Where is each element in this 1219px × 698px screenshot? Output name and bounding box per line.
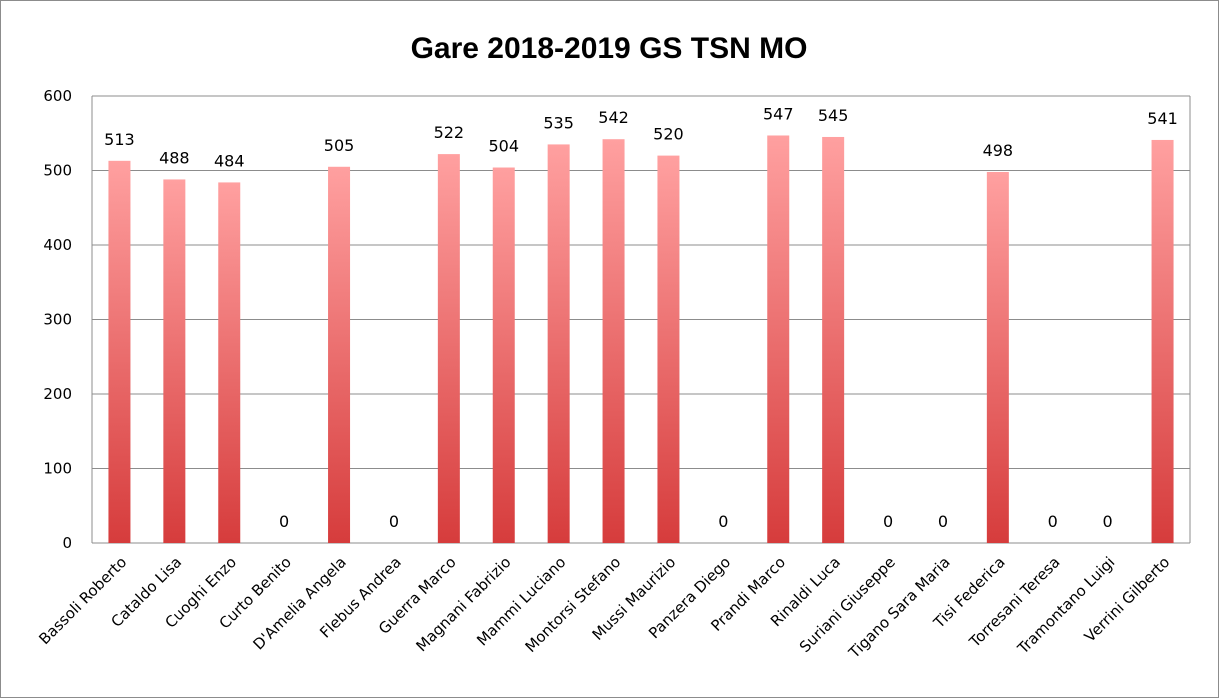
bar <box>547 144 570 544</box>
bar <box>108 160 131 543</box>
category-label: Suriani Giuseppe <box>796 553 899 656</box>
category-label: Bassoli Roberto <box>35 553 130 648</box>
bar <box>218 182 241 544</box>
data-label: 0 <box>883 512 893 531</box>
bar <box>657 155 680 543</box>
data-label: 520 <box>653 125 684 144</box>
y-axis-ticks: 0 100 200 300 400 500 600 <box>43 87 72 552</box>
data-label: 498 <box>983 141 1014 160</box>
data-label: 513 <box>104 130 135 149</box>
bar <box>767 135 790 544</box>
bar <box>822 136 845 543</box>
gridlines <box>91 95 1191 544</box>
data-label: 547 <box>763 104 794 123</box>
data-label: 488 <box>159 148 190 167</box>
y-tick-label: 0 <box>62 534 72 552</box>
data-label: 0 <box>279 512 289 531</box>
data-label: 505 <box>324 136 355 155</box>
y-tick-label: 600 <box>43 87 72 105</box>
bar <box>986 171 1009 544</box>
category-label: Tigano Sara Maria <box>844 553 953 662</box>
data-label: 535 <box>543 113 574 132</box>
data-label: 542 <box>598 108 629 127</box>
category-label: Montorsi Stefano <box>522 553 625 656</box>
data-label: 0 <box>718 512 728 531</box>
category-label: Tramontano Luigi <box>1013 553 1118 658</box>
bar <box>328 166 351 543</box>
data-label: 0 <box>1048 512 1058 531</box>
bar <box>163 179 186 543</box>
bar <box>602 139 625 543</box>
bars <box>108 135 1174 544</box>
bar <box>492 167 515 543</box>
chart-title: Gare 2018-2019 GS TSN MO <box>411 32 808 65</box>
y-tick-label: 300 <box>43 311 72 329</box>
bar <box>437 154 460 544</box>
data-label: 545 <box>818 106 849 125</box>
y-tick-label: 500 <box>43 162 72 180</box>
data-label: 0 <box>389 512 399 531</box>
data-label: 484 <box>214 151 245 170</box>
data-label: 0 <box>1103 512 1113 531</box>
bar <box>1151 139 1174 543</box>
y-tick-label: 200 <box>43 385 72 403</box>
data-label: 541 <box>1147 109 1178 128</box>
data-label: 0 <box>938 512 948 531</box>
data-label: 504 <box>488 137 519 156</box>
category-label: D'Amelia Angela <box>250 553 350 653</box>
y-tick-label: 400 <box>43 236 72 254</box>
data-labels: 513 488 484 0 505 0 522 504 535 542 520 0 547 545 0 0 49… <box>104 104 1178 531</box>
data-label: 522 <box>434 123 465 142</box>
category-label: Magnani Fabrizio <box>413 553 515 655</box>
y-tick-label: 100 <box>43 460 72 478</box>
